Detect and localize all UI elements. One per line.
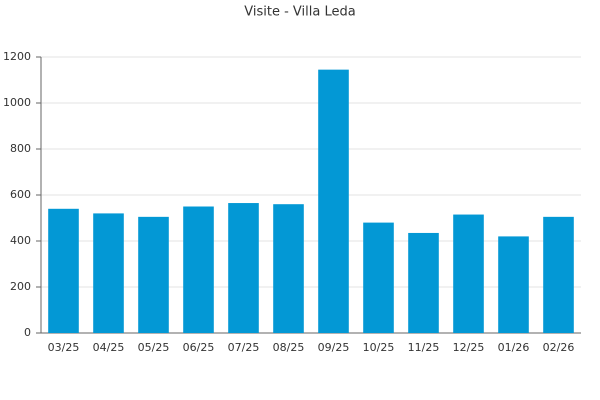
y-tick-label: 800 — [10, 142, 31, 155]
x-tick-label: 10/25 — [363, 341, 395, 354]
bar — [183, 206, 214, 333]
x-tick-label: 07/25 — [228, 341, 260, 354]
y-tick-label: 400 — [10, 234, 31, 247]
x-tick-label: 01/26 — [498, 341, 530, 354]
chart-title: Visite - Villa Leda — [244, 5, 355, 20]
x-tick-label: 02/26 — [543, 341, 575, 354]
x-tick-label: 08/25 — [273, 341, 305, 354]
x-tick-label: 03/25 — [48, 341, 80, 354]
y-tick-label: 1000 — [3, 96, 31, 109]
bar — [498, 236, 529, 333]
bar — [318, 69, 349, 334]
y-tick-label: 600 — [10, 188, 31, 201]
x-tick-label: 04/25 — [93, 341, 125, 354]
bar — [138, 216, 169, 333]
bar — [453, 214, 484, 333]
y-tick-label: 0 — [24, 326, 31, 339]
x-tick-label: 05/25 — [138, 341, 170, 354]
bar — [543, 216, 574, 333]
bar — [48, 208, 79, 333]
y-tick-label: 1200 — [3, 50, 31, 63]
y-tick-label: 200 — [10, 280, 31, 293]
x-tick-label: 12/25 — [453, 341, 485, 354]
x-tick-label: 09/25 — [318, 341, 350, 354]
bar — [93, 213, 124, 333]
bar — [408, 232, 439, 333]
x-tick-label: 11/25 — [408, 341, 440, 354]
x-tick-label: 06/25 — [183, 341, 215, 354]
bar — [363, 222, 394, 333]
bar — [273, 204, 304, 333]
bar — [228, 203, 259, 333]
